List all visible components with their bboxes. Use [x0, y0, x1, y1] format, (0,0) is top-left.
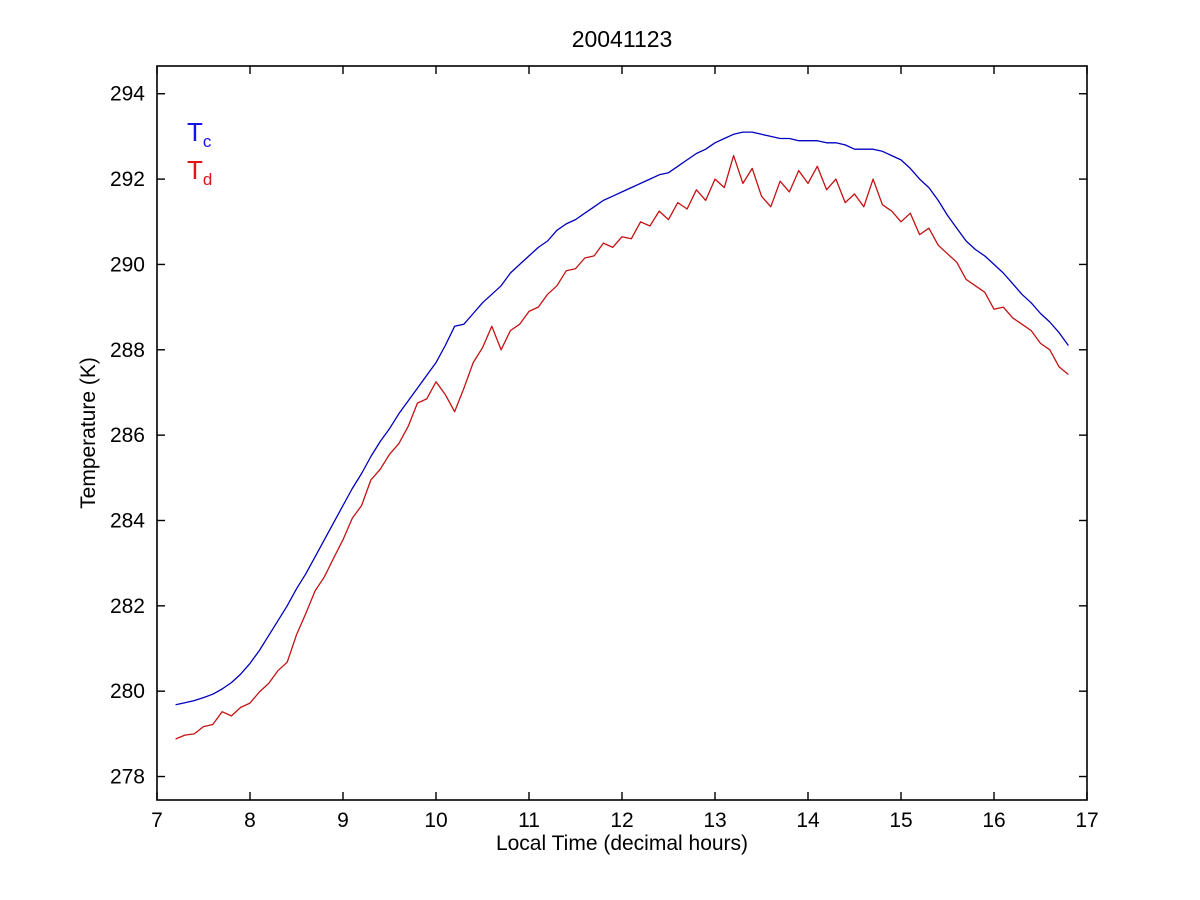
- x-tick-label: 11: [518, 809, 540, 832]
- y-tick-label: 294: [110, 83, 145, 106]
- legend-td-label: T: [187, 155, 203, 185]
- x-tick-label: 15: [889, 809, 912, 832]
- y-tick-label: 282: [110, 595, 145, 618]
- y-tick-label: 284: [110, 509, 145, 532]
- x-tick-label: 13: [703, 809, 726, 832]
- legend-tc-label: T: [187, 117, 203, 147]
- y-tick-label: 288: [110, 339, 145, 362]
- y-axis-label: Temperature (K): [77, 357, 100, 509]
- x-tick-label: 7: [151, 809, 163, 832]
- y-tick-label: 292: [110, 168, 145, 191]
- x-tick-label: 12: [610, 809, 633, 832]
- x-tick-label: 17: [1075, 809, 1098, 832]
- legend-entry-tc: Tc: [187, 119, 211, 150]
- legend-tc-subscript: c: [202, 132, 212, 152]
- chart-title: 20041123: [571, 26, 673, 52]
- y-tick-label: 280: [110, 680, 145, 703]
- x-tick-label: 14: [796, 809, 820, 832]
- legend-td-subscript: d: [202, 170, 213, 190]
- series-tc-line: [175, 131, 1069, 706]
- x-tick-label: 16: [982, 809, 1005, 832]
- y-tick-label: 278: [110, 766, 145, 789]
- x-tick-label: 8: [244, 809, 256, 832]
- x-axis-label: Local Time (decimal hours): [495, 832, 749, 855]
- y-tick-label: 290: [110, 253, 145, 276]
- plot-box: [156, 65, 1088, 801]
- x-tick-label: 10: [424, 809, 447, 832]
- y-tick-label: 286: [110, 424, 145, 447]
- legend-entry-td: Td: [187, 157, 212, 188]
- x-tick-label: 9: [337, 809, 349, 832]
- series-td-line: [175, 154, 1069, 740]
